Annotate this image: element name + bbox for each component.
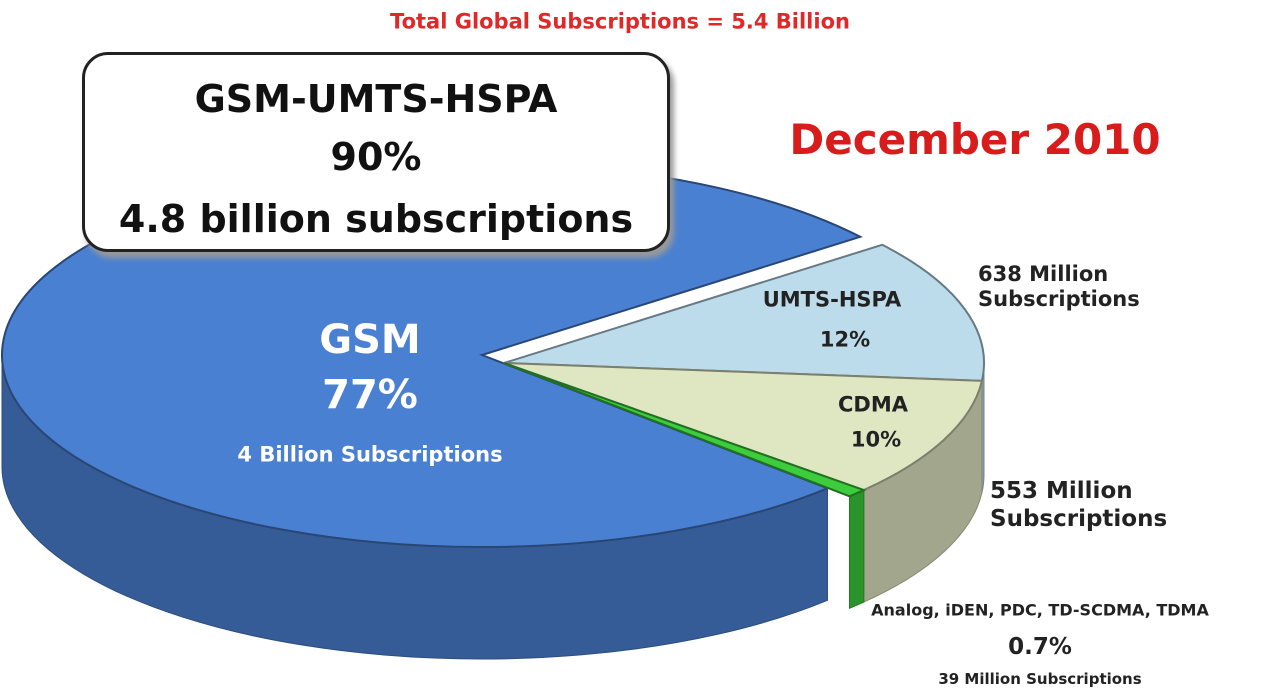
subscription-label: 39 Million Subscriptions [938, 670, 1142, 688]
callout-title: GSM-UMTS-HSPA [194, 77, 558, 122]
callout-text: 4.8 billion subscriptions [118, 197, 634, 242]
value-label: 77% [322, 372, 418, 418]
value-label: 12% [819, 327, 871, 352]
slice-wall [848, 489, 865, 610]
chart-title: Total Global Subscriptions = 5.4 Billion [390, 9, 850, 34]
category-label: UMTS-HSPA [762, 287, 902, 312]
category-label: GSM [319, 317, 421, 363]
callout-box [82, 52, 670, 252]
slice [503, 243, 985, 493]
subscription-label: 4 Billion Subscriptions [237, 442, 503, 467]
subscription-label: 553 Million Subscriptions [990, 478, 1168, 532]
slice-top [503, 362, 984, 492]
value-label: 0.7% [1008, 634, 1072, 661]
slice [503, 362, 867, 610]
chart-subtitle: December 2010 [789, 114, 1161, 164]
subscription-label: 638 Million Subscriptions [978, 262, 1140, 312]
value-label: 10% [850, 427, 902, 452]
callout-value: 90% [330, 135, 422, 180]
category-label: CDMA [838, 392, 908, 417]
slice-top [503, 243, 985, 382]
category-label: Analog, iDEN, PDC, TD-SCDMA, TDMA [871, 600, 1209, 620]
slice [503, 362, 984, 603]
slice-top [503, 362, 867, 498]
